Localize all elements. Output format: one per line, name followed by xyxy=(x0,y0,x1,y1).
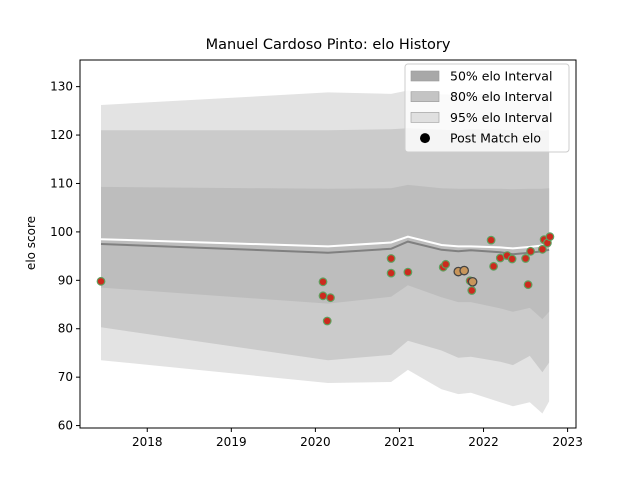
x-tick-label-2019: 2019 xyxy=(216,435,247,449)
y-tick-label-100: 100 xyxy=(50,225,73,239)
match-point-6 xyxy=(386,268,396,278)
legend-label-0: 50% elo Interval xyxy=(450,69,552,84)
match-point-1 xyxy=(318,277,328,287)
y-tick-label-110: 110 xyxy=(50,176,73,190)
y-tick-label-120: 120 xyxy=(50,128,73,142)
legend-swatch-1 xyxy=(410,91,440,102)
match-point-2 xyxy=(318,291,328,301)
match-point-22 xyxy=(526,246,535,256)
plot-frame xyxy=(79,59,577,429)
legend: 50% elo Interval 80% elo Interval 95% elo … xyxy=(404,63,570,153)
x-tick-label-2018: 2018 xyxy=(132,435,163,449)
match-point-9 xyxy=(441,259,451,269)
legend-label-2: 95% elo Interval xyxy=(450,110,552,125)
match-point-4 xyxy=(326,293,335,303)
match-point-5 xyxy=(386,254,396,263)
match-point-26 xyxy=(545,232,555,242)
match-point-11 xyxy=(459,265,470,276)
x-tick-label-2023: 2023 xyxy=(552,435,583,449)
match-point-23 xyxy=(538,244,547,254)
y-tick-label-90: 90 xyxy=(58,273,73,287)
x-tick-label-2020: 2020 xyxy=(300,435,331,449)
y-tick-label-80: 80 xyxy=(58,322,73,336)
x-tick-label-2022: 2022 xyxy=(468,435,499,449)
y-tick-label-130: 130 xyxy=(50,80,73,94)
match-point-14 xyxy=(467,286,477,295)
match-point-15 xyxy=(486,235,496,245)
match-point-20 xyxy=(521,254,530,263)
match-point-21 xyxy=(523,280,533,290)
legend-swatch-0 xyxy=(410,70,440,82)
legend-swatch-2 xyxy=(410,112,440,123)
match-point-7 xyxy=(403,267,413,277)
legend-label-3: Post Match elo xyxy=(450,131,541,146)
plot-area xyxy=(96,90,555,414)
match-point-16 xyxy=(489,261,499,271)
y-tick-label-70: 70 xyxy=(58,370,73,384)
legend-label-1: 80% elo Interval xyxy=(450,89,552,104)
match-point-0 xyxy=(96,276,106,286)
y-tick-label-60: 60 xyxy=(58,419,73,433)
post-match-elo-line xyxy=(100,235,550,250)
y-axis-label: elo score xyxy=(24,216,38,270)
x-tick-label-2021: 2021 xyxy=(384,435,415,449)
legend-marker-3 xyxy=(420,133,430,144)
match-point-19 xyxy=(507,254,517,264)
match-point-3 xyxy=(322,316,332,326)
match-point-13 xyxy=(467,276,478,287)
chart-title: Manuel Cardoso Pinto: elo History xyxy=(206,37,451,53)
axes: 2018 2019 2020 2021 2022 2023 60 70 80 90 100 110 12… xyxy=(50,59,583,449)
legend-box xyxy=(404,63,570,153)
